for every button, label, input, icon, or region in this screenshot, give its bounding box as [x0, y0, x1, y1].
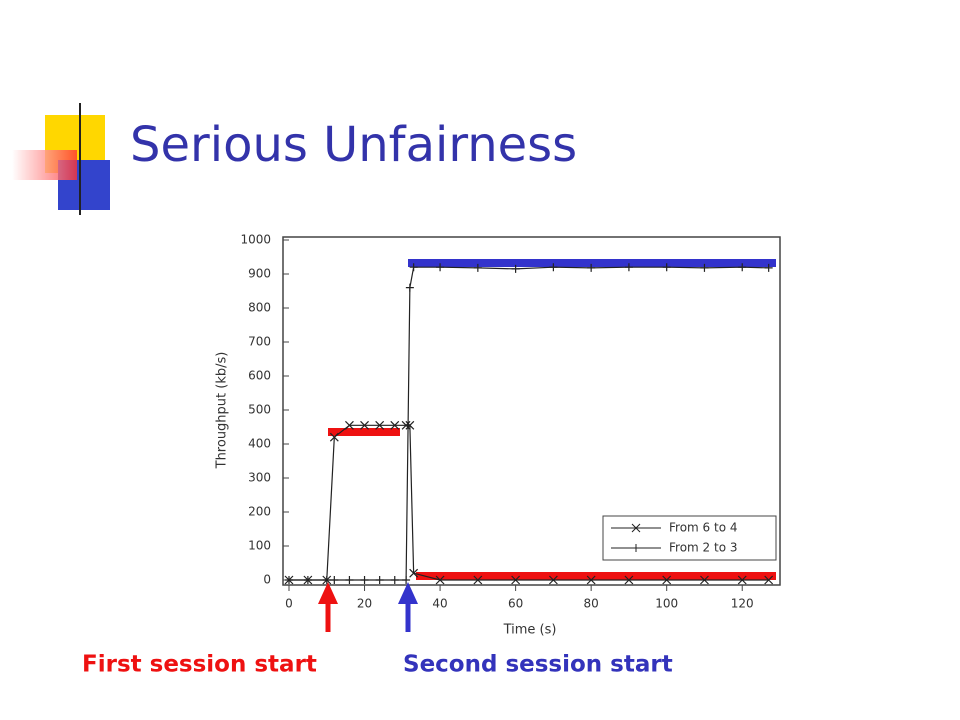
- legend-marker: [632, 544, 640, 552]
- point-marker: [511, 575, 521, 585]
- point-marker: [662, 263, 671, 272]
- point-marker: [435, 575, 445, 585]
- point-marker: [360, 576, 369, 584]
- point-marker: [375, 576, 384, 584]
- point-marker: [764, 575, 774, 585]
- point-marker: [473, 263, 482, 272]
- y-tick-label: 700: [248, 335, 271, 349]
- annotation: First session start: [82, 652, 317, 678]
- legend-box: [602, 515, 777, 561]
- point-marker: [390, 420, 400, 430]
- x-axis-label: Time (s): [503, 623, 557, 638]
- y-tick-label: 800: [248, 301, 271, 315]
- point-marker: [390, 576, 399, 584]
- point-marker: [511, 264, 520, 273]
- point-marker: [737, 575, 747, 585]
- x-tick-label: 80: [584, 597, 599, 611]
- y-tick-label: 500: [248, 403, 271, 417]
- point-marker: [303, 576, 312, 584]
- point-marker: [360, 420, 369, 430]
- point-marker: [375, 420, 385, 430]
- legend-label: From 6 to 4: [669, 521, 738, 535]
- point-marker: [405, 420, 415, 430]
- y-axis-label: Throughput (kb/s): [215, 352, 230, 470]
- point-marker: [700, 575, 709, 585]
- plot-frame: [282, 236, 781, 586]
- x-tick-label: 100: [655, 597, 678, 611]
- point-marker: [345, 576, 354, 584]
- y-tick-label: 900: [248, 267, 271, 281]
- point-marker: [548, 575, 558, 585]
- y-tick-label: 400: [248, 437, 271, 451]
- point-marker: [738, 263, 747, 272]
- point-marker: [330, 576, 339, 584]
- y-tick-label: 0: [263, 573, 271, 587]
- x-tick-label: 40: [432, 597, 447, 611]
- point-marker: [764, 263, 773, 272]
- x-tick-label: 0: [285, 597, 293, 611]
- y-tick-label: 100: [248, 539, 271, 553]
- point-marker: [436, 263, 445, 272]
- decoration: [12, 103, 870, 215]
- point-marker: [401, 420, 411, 430]
- slide-title: Serious Unfairness: [130, 117, 577, 173]
- y-tick-label: 600: [248, 369, 271, 383]
- point-marker: [405, 283, 414, 292]
- point-marker: [473, 575, 483, 585]
- legend-label: From 2 to 3: [669, 541, 738, 555]
- point-marker: [662, 575, 672, 585]
- point-marker: [549, 263, 558, 272]
- y-tick-label: 1000: [240, 233, 271, 247]
- y-tick-label: 200: [248, 505, 271, 519]
- point-marker: [409, 568, 419, 578]
- point-marker: [624, 575, 634, 585]
- x-tick-label: 120: [731, 597, 754, 611]
- point-marker: [624, 263, 633, 272]
- legend-marker: [631, 523, 641, 533]
- point-marker: [700, 263, 709, 272]
- y-tick-label: 300: [248, 471, 271, 485]
- annotation: Second session start: [403, 652, 673, 678]
- x-tick-label: 60: [508, 597, 523, 611]
- point-marker: [329, 432, 339, 442]
- point-marker: [586, 575, 596, 585]
- point-marker: [285, 576, 293, 584]
- point-marker: [409, 263, 418, 272]
- x-tick-label: 20: [357, 597, 372, 611]
- point-marker: [587, 263, 596, 272]
- point-marker: [345, 420, 354, 430]
- point-marker: [322, 576, 331, 584]
- point-marker: [402, 576, 411, 584]
